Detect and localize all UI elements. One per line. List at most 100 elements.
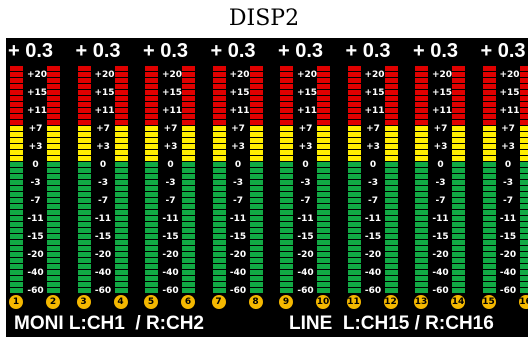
meter-segment <box>182 204 195 209</box>
meter-segment <box>415 216 428 221</box>
meter-segment <box>145 72 158 77</box>
meter-segment <box>182 234 195 239</box>
meter-segment <box>77 204 91 209</box>
meter-segment <box>519 162 528 167</box>
meter-segment <box>77 120 91 125</box>
meter-segment <box>145 90 158 95</box>
meter-segment <box>452 72 465 77</box>
meter-segment <box>482 234 496 239</box>
meter-segment <box>145 276 158 281</box>
meter-segment <box>280 234 293 239</box>
meter-segment <box>77 234 91 239</box>
meter-segment <box>280 144 293 149</box>
meter-segment <box>249 168 263 173</box>
meter-segment <box>384 162 398 167</box>
meter-segment <box>145 192 158 197</box>
meter-segment <box>77 90 91 95</box>
peak-value: + 0.3 <box>75 40 121 62</box>
meter-segment <box>452 96 465 101</box>
meter-segment <box>280 120 293 125</box>
channel-number-badge: 7 <box>211 295 226 309</box>
meter-segment <box>145 180 158 185</box>
meter-segment <box>482 198 496 203</box>
meter-segment <box>212 174 226 179</box>
meter-segment <box>384 108 398 113</box>
meter-segment <box>280 132 293 137</box>
meter-segment <box>249 258 263 263</box>
scale-label: +11 <box>94 102 115 120</box>
meter-segment <box>249 234 263 239</box>
meter-segment <box>347 204 361 209</box>
meter-segment <box>280 150 293 155</box>
meter-segment <box>452 150 465 155</box>
peak-value: + 0.3 <box>143 40 189 62</box>
meter-segment <box>482 222 496 227</box>
scale-label: +11 <box>364 102 385 120</box>
channel-number-badge: 8 <box>248 295 263 309</box>
meter-segment <box>10 102 23 107</box>
meter-segment <box>145 126 158 131</box>
scale-label: -15 <box>27 228 44 246</box>
meter-segment <box>384 156 398 161</box>
meter-segment <box>317 222 330 227</box>
meter-segment <box>10 180 23 185</box>
scale-label: +3 <box>297 138 314 156</box>
scale-label: +7 <box>162 120 179 138</box>
level-bar <box>384 66 398 294</box>
meter-segment <box>482 252 496 257</box>
scale-label: -40 <box>364 264 382 282</box>
meter-segment <box>212 216 226 221</box>
scale-label: +3 <box>432 138 449 156</box>
meter-segment <box>212 228 226 233</box>
meter-segment <box>384 228 398 233</box>
meter-segment <box>519 90 528 95</box>
scale-label: -3 <box>432 174 449 192</box>
meter-segment <box>10 120 23 125</box>
channel-number-badge: 3 <box>76 295 91 309</box>
meter-segment <box>317 96 330 101</box>
meter-segment <box>47 282 60 287</box>
meter-segment <box>415 186 428 191</box>
peak-value: + 0.3 <box>345 40 391 62</box>
scale-label: 0 <box>162 156 179 174</box>
meter-segment <box>415 252 428 257</box>
scale-label: -60 <box>94 282 112 300</box>
scale-label: +15 <box>94 84 115 102</box>
meter-segment <box>482 72 496 77</box>
meter-segment <box>347 102 361 107</box>
meter-segment <box>384 240 398 245</box>
meter-segment <box>47 264 60 269</box>
meter-segment <box>347 174 361 179</box>
meter-segment <box>384 102 398 107</box>
scale-label: -60 <box>364 282 382 300</box>
meter-segment <box>317 162 330 167</box>
meter-segment <box>482 96 496 101</box>
scale-label: +20 <box>27 66 47 84</box>
meter-segment <box>384 282 398 287</box>
meter-segment <box>317 138 330 143</box>
channel-number-badge: 10 <box>316 295 330 309</box>
meter-segment <box>212 234 226 239</box>
meter-segment <box>47 78 60 83</box>
meter-segment <box>415 78 428 83</box>
meter-segment <box>347 126 361 131</box>
meter-segment <box>317 126 330 131</box>
meter-segment <box>482 186 496 191</box>
scale-label: 0 <box>94 156 112 174</box>
meter-segment <box>384 204 398 209</box>
scale-label: -15 <box>364 228 382 246</box>
meter-segment <box>452 252 465 257</box>
meter-segment <box>212 132 226 137</box>
scale-label: +15 <box>297 84 317 102</box>
meter-segment <box>347 216 361 221</box>
channel-number-badge: 2 <box>46 295 60 309</box>
meter-segment <box>452 288 465 293</box>
meter-segment <box>384 114 398 119</box>
scale-label: -3 <box>27 174 44 192</box>
meter-segment <box>347 66 361 71</box>
meter-segment <box>77 108 91 113</box>
meter-segment <box>249 240 263 245</box>
meter-segment <box>249 222 263 227</box>
meter-segment <box>114 252 128 257</box>
meter-segment <box>384 96 398 101</box>
